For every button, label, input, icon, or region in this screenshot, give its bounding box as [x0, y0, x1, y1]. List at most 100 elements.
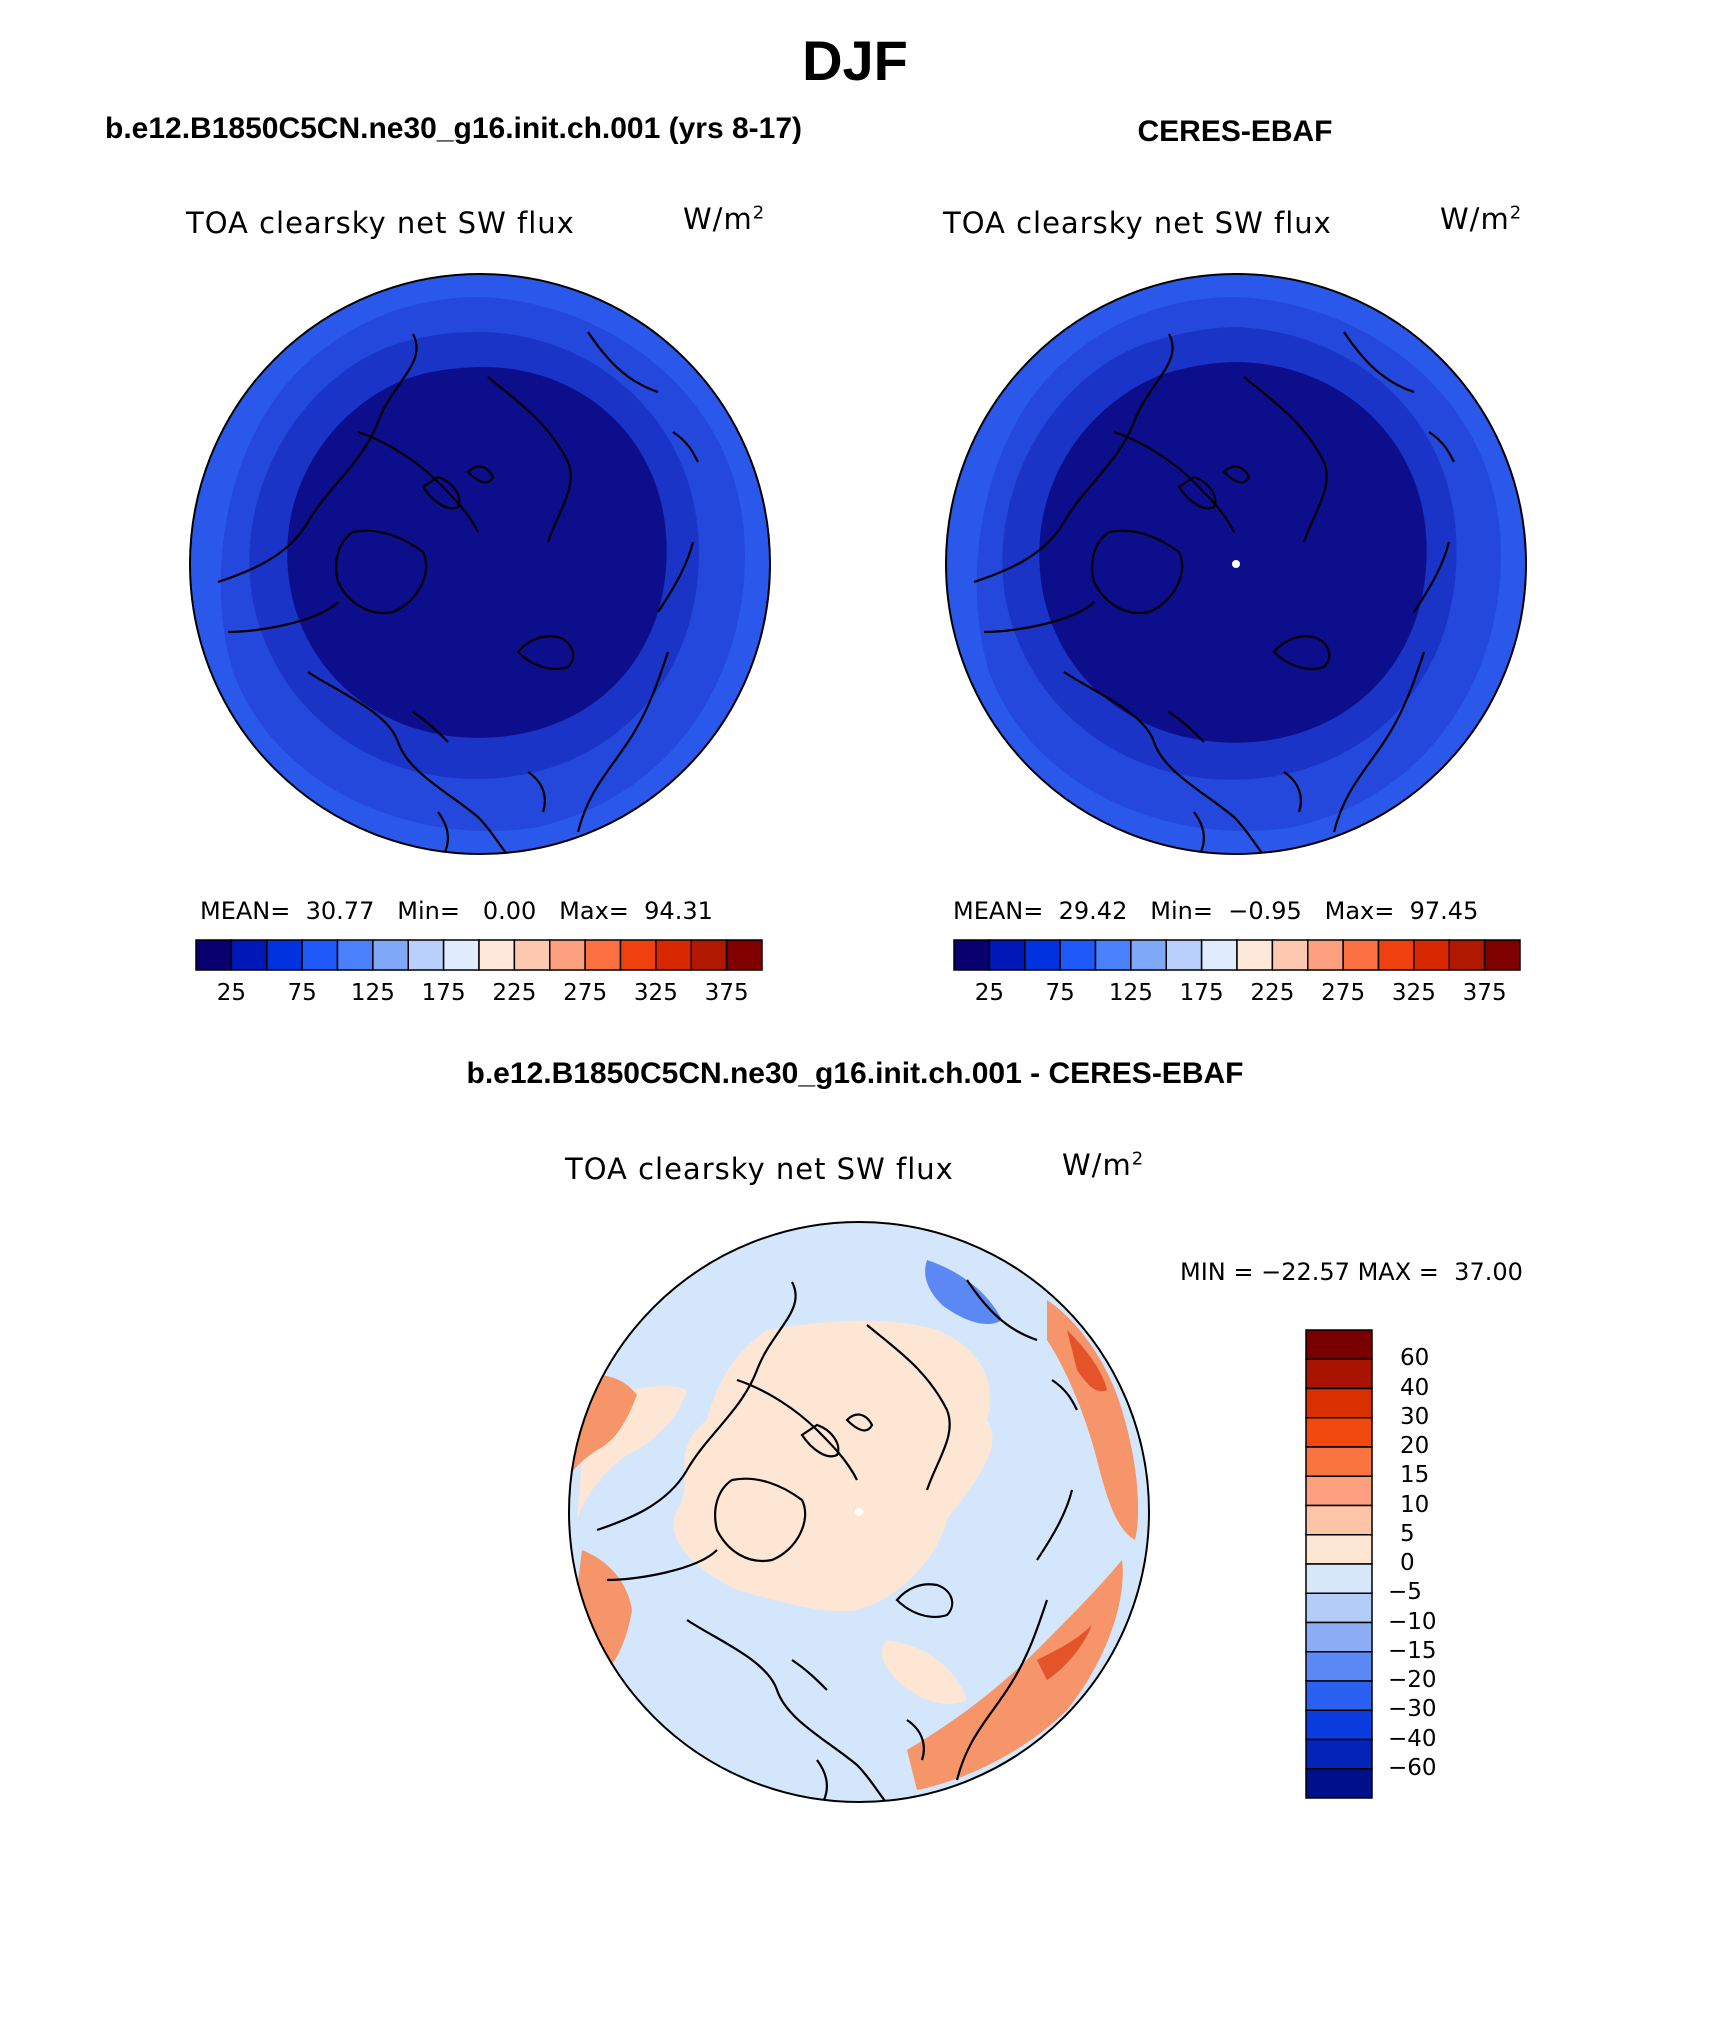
model-min-label: Min= [397, 897, 460, 925]
model-colorbar-swatch [513, 939, 551, 971]
model-variable-label: TOA clearsky net SW flux [186, 206, 575, 240]
obs-colorbar-swatch [1413, 939, 1450, 971]
diff-colorbar-swatch [1305, 1417, 1373, 1448]
model-colorbar-swatch [266, 939, 303, 971]
obs-colorbar-tick-label: 275 [1321, 980, 1366, 1006]
obs-colorbar-swatch [1165, 939, 1203, 971]
pole-missing-point [855, 1508, 863, 1516]
model-colorbar-swatch [195, 939, 233, 971]
model-colorbar-swatch [230, 939, 268, 971]
diff-units-exp: 2 [1131, 1148, 1145, 1170]
diff-stats: MIN = −22.57 MAX = 37.00 [1180, 1258, 1523, 1286]
obs-map-border [945, 273, 1527, 855]
diff-min-value: −22.57 [1261, 1258, 1350, 1286]
obs-colorbar-tick-label: 325 [1391, 980, 1436, 1006]
model-colorbar-swatch [725, 939, 763, 971]
model-colorbar [195, 939, 763, 971]
figure-title: DJF [802, 29, 908, 92]
obs-units-base: W/m [1440, 202, 1510, 236]
model-colorbar-tick-label: 375 [704, 980, 749, 1006]
obs-coastlines [973, 331, 1455, 854]
diff-colorbar-tick-label: −40 [1388, 1725, 1437, 1752]
model-polar-map [189, 273, 771, 855]
east-strong-positive [1047, 1300, 1139, 1540]
model-colorbar-tick-label: 225 [492, 980, 537, 1006]
diff-colorbar-swatch [1305, 1592, 1373, 1624]
diff-colorbar-swatch [1305, 1621, 1373, 1653]
diff-colorbar-swatch [1305, 1738, 1373, 1770]
diff-colorbar-swatch [1305, 1768, 1373, 1799]
obs-colorbar-swatch [1342, 939, 1380, 971]
obs-colorbar-swatch [1236, 939, 1274, 971]
diff-colorbar-tick-label: −5 [1388, 1579, 1422, 1606]
model-colorbar-tick-label: 125 [350, 980, 395, 1006]
diff-colorbar-swatch [1305, 1534, 1373, 1565]
obs-colorbar-swatch [1130, 939, 1167, 971]
obs-colorbar-swatch [1059, 939, 1097, 971]
southeast-strong-positive [907, 1560, 1123, 1790]
diff-colorbar-tick-label: −30 [1388, 1696, 1437, 1723]
obs-colorbar [953, 939, 1521, 971]
obs-colorbar-swatch [988, 939, 1026, 971]
diff-colorbar-swatch [1305, 1709, 1373, 1741]
obs-colorbar-swatch [1377, 939, 1415, 971]
diff-colorbar-swatch [1305, 1504, 1373, 1536]
obs-units-exp: 2 [1509, 202, 1523, 224]
model-map-border [189, 273, 771, 855]
diff-min-label: MIN = [1180, 1258, 1254, 1286]
diff-colorbar-swatch [1305, 1358, 1373, 1390]
diff-colorbar-tick-label: 30 [1400, 1403, 1430, 1430]
diff-variable-label: TOA clearsky net SW flux [565, 1152, 954, 1186]
obs-colorbar-swatch [1024, 939, 1061, 971]
diff-colorbar-ticks: 60 40 30 20 15 10 5 0 −5 −10 −15 −20 −30 −40 −60 [1388, 1330, 1508, 1798]
obs-mean-value: 29.42 [1058, 897, 1128, 925]
obs-max-label: Max= [1324, 897, 1395, 925]
obs-colorbar-swatch [1483, 939, 1521, 971]
model-mean-value: 30.77 [305, 897, 375, 925]
model-colorbar-swatch [478, 939, 516, 971]
obs-colorbar-swatch [1094, 939, 1132, 971]
model-panel-title: b.e12.B1850C5CN.ne30_g16.init.ch.001 (yr… [105, 112, 803, 145]
model-max-value: 94.31 [644, 897, 713, 925]
model-max-label: Max= [559, 897, 629, 925]
diff-map-border [568, 1221, 1150, 1803]
model-colorbar-swatch [690, 939, 728, 971]
model-colorbar-swatch [372, 939, 409, 971]
diff-colorbar-tick-label: −20 [1388, 1667, 1437, 1693]
obs-min-label: Min= [1150, 897, 1213, 925]
model-colorbar-swatch [407, 939, 445, 971]
southeast-max-positive [1037, 1625, 1092, 1680]
diff-colorbar-tick-label: 0 [1400, 1550, 1415, 1576]
obs-colorbar-tick-label: 75 [1045, 980, 1075, 1006]
diff-polar-map [568, 1221, 1150, 1803]
model-colorbar-tick-label: 325 [633, 980, 678, 1006]
obs-colorbar-swatch [1307, 939, 1344, 971]
diff-colorbar-swatch [1305, 1387, 1373, 1419]
obs-max-value: 97.45 [1409, 897, 1479, 925]
diff-panel-title: b.e12.B1850C5CN.ne30_g16.init.ch.001 - C… [466, 1057, 1244, 1090]
model-colorbar-tick-label: 25 [216, 980, 247, 1006]
diff-colorbar-tick-label: 20 [1400, 1433, 1430, 1459]
diff-colorbar-swatch [1305, 1563, 1373, 1594]
model-units-exp: 2 [752, 202, 766, 224]
model-colorbar-swatch [619, 939, 657, 971]
obs-min-value: −0.95 [1228, 897, 1302, 925]
east-max-positive [1067, 1330, 1107, 1392]
diff-colorbar-tick-label: −15 [1388, 1637, 1437, 1664]
obs-colorbar-tick-label: 175 [1179, 980, 1224, 1006]
diff-max-label: MAX = [1357, 1258, 1439, 1286]
core-low-flux [287, 367, 667, 738]
obs-colorbar-tick-label: 125 [1108, 980, 1153, 1006]
obs-colorbar-tick-label: 375 [1462, 980, 1507, 1006]
model-colorbar-tick-label: 175 [421, 980, 466, 1006]
obs-colorbar-swatch [1448, 939, 1486, 971]
model-colorbar-tick-label: 75 [287, 980, 317, 1006]
diff-colorbar-tick-label: 15 [1400, 1462, 1430, 1489]
pole-missing-point [1232, 560, 1240, 568]
model-colorbar-swatch [442, 939, 480, 971]
diff-colorbar-tick-label: −60 [1388, 1754, 1437, 1781]
model-colorbar-swatch [336, 939, 374, 971]
model-colorbar-swatch [549, 939, 586, 971]
model-colorbar-ticks: 25 75 125 175 225 275 325 375 [196, 980, 762, 1010]
diff-colorbar-swatch [1305, 1651, 1373, 1682]
